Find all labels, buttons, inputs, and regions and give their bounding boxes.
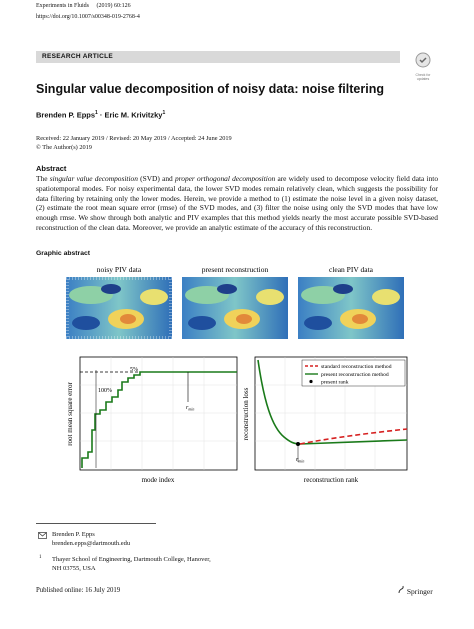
flow-image bbox=[66, 277, 172, 339]
abstract-segment: are widely used to decompose velocity fi… bbox=[36, 174, 439, 232]
email[interactable]: brenden.epps@dartmouth.edu bbox=[52, 540, 131, 547]
panel-label: present reconstruction bbox=[202, 265, 269, 274]
annotation: 100% bbox=[98, 388, 112, 394]
graphic-abstract: noisy PIV data present reconstruction cl… bbox=[63, 265, 408, 484]
affiliation: Thayer School of Engineering, Dartmouth … bbox=[52, 556, 211, 563]
authors: Brenden P. Epps1 · Eric M. Krivitzky1 bbox=[36, 110, 165, 120]
legend bbox=[301, 359, 406, 387]
abstract-segment: The bbox=[36, 174, 50, 183]
affil-mark: 1 bbox=[95, 110, 98, 116]
legend-entry: present reconstruction method bbox=[321, 372, 389, 378]
section-label: RESEARCH ARTICLE bbox=[36, 51, 400, 63]
affiliation: NH 03755, USA bbox=[52, 565, 96, 572]
title: Singular value decomposition of noisy da… bbox=[36, 82, 384, 96]
plot-frame bbox=[254, 356, 408, 471]
envelope-icon bbox=[38, 532, 47, 539]
rmin-sub: min bbox=[298, 459, 304, 464]
legend-entry: standard reconstruction method bbox=[321, 364, 392, 370]
journal-name: Experiments in Fluids bbox=[36, 3, 89, 9]
affil-marker: 1 bbox=[39, 555, 42, 560]
check-text: updates bbox=[416, 77, 430, 81]
graphic-abstract-heading: Graphic abstract bbox=[36, 250, 91, 257]
publisher-name: Springer bbox=[406, 587, 433, 596]
y-axis-label: reconstruction loss bbox=[242, 387, 250, 440]
check-updates[interactable]: Check for updates bbox=[408, 52, 438, 81]
rmin-base: r bbox=[186, 405, 189, 411]
corresponding-author: Brenden P. Epps bbox=[52, 531, 95, 538]
dates: Received: 22 January 2019 / Revised: 20 … bbox=[36, 135, 232, 142]
check-icon bbox=[415, 52, 431, 68]
panel-label: clean PIV data bbox=[329, 265, 374, 274]
rmse-curve bbox=[81, 371, 237, 468]
annotation: 5% bbox=[130, 367, 138, 373]
rmin-base: r bbox=[296, 457, 299, 463]
author: Brenden P. Epps bbox=[36, 110, 96, 120]
standard-curve bbox=[299, 428, 408, 445]
flow-image bbox=[182, 277, 288, 339]
copyright: © The Author(s) 2019 bbox=[36, 144, 92, 151]
grid bbox=[80, 357, 237, 470]
abstract-text: The singular value decomposition (SVD) a… bbox=[36, 174, 438, 233]
published-date: Published online: 16 July 2019 bbox=[36, 587, 121, 594]
footnote-rule bbox=[36, 523, 156, 524]
plot-frame bbox=[79, 356, 238, 471]
check-text: Check for bbox=[415, 73, 431, 77]
author: Eric M. Krivitzky bbox=[104, 110, 163, 120]
panel-label: noisy PIV data bbox=[97, 265, 142, 274]
doi[interactable]: https://doi.org/10.1007/s00348-019-2768-… bbox=[36, 14, 140, 20]
y-axis-label: root mean square error bbox=[66, 382, 74, 446]
issue: (2019) 60:126 bbox=[96, 3, 131, 9]
abstract-term: singular value decomposition bbox=[49, 174, 138, 183]
rmin-label: rmin bbox=[186, 405, 194, 412]
legend-swatch bbox=[309, 379, 313, 384]
x-axis-label: mode index bbox=[142, 476, 175, 484]
x-axis-label: reconstruction rank bbox=[304, 476, 359, 484]
legend-entry: present rank bbox=[321, 380, 349, 386]
separator: · bbox=[99, 110, 103, 120]
abstract-segment: (SVD) and bbox=[137, 174, 175, 183]
rmin-label: rmin bbox=[296, 457, 304, 464]
journal: Experiments in Fluids (2019) 60:126 bbox=[36, 3, 131, 9]
springer-logo bbox=[398, 585, 404, 594]
flow-image bbox=[298, 277, 404, 339]
abstract-heading: Abstract bbox=[36, 164, 67, 173]
affil-mark: 1 bbox=[162, 110, 166, 116]
abstract-term: proper orthogonal decomposition bbox=[174, 174, 276, 183]
publisher: Springer bbox=[398, 585, 433, 596]
rmin-sub: min bbox=[188, 407, 194, 412]
